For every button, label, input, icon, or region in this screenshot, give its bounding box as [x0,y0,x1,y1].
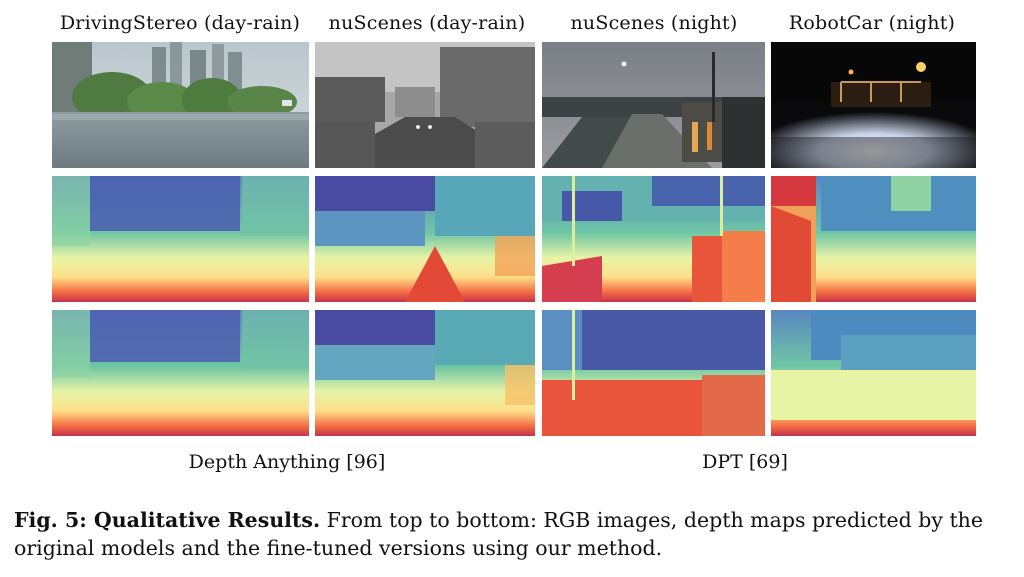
rgb-image-nuscenes-day-rain [315,42,535,168]
depth-map-finetuned-nuscenes-day-rain [315,310,535,436]
depth-map-finetuned-robotcar-night [771,310,976,436]
depth-map-original-drivingstereo [52,176,309,302]
rgb-image-drivingstereo-day-rain [52,42,309,168]
caption-lead: Fig. 5: Qualitative Results. [14,508,321,532]
caption-text: From top to bottom: RGB images, depth ma… [14,508,984,560]
column-title-robotcar-night: RobotCar (night) [788,12,956,34]
depth-map-original-nuscenes-day-rain [315,176,535,302]
column-title-nuscenes-day-rain: nuScenes (day-rain) [328,12,526,34]
column-title-drivingstereo: DrivingStereo (day-rain) [59,12,301,34]
figure-caption: Fig. 5: Qualitative Results. From top to… [14,506,1014,562]
rgb-image-robotcar-night [771,42,976,168]
column-title-nuscenes-night: nuScenes (night) [570,12,738,34]
group-label-dpt: DPT [69] [702,451,788,473]
rgb-image-nuscenes-night [542,42,765,168]
depth-map-finetuned-drivingstereo [52,310,309,436]
depth-map-finetuned-nuscenes-night [542,310,765,436]
depth-map-original-robotcar-night [771,176,976,302]
depth-map-original-nuscenes-night [542,176,765,302]
group-label-depth-anything: Depth Anything [96] [188,451,386,473]
